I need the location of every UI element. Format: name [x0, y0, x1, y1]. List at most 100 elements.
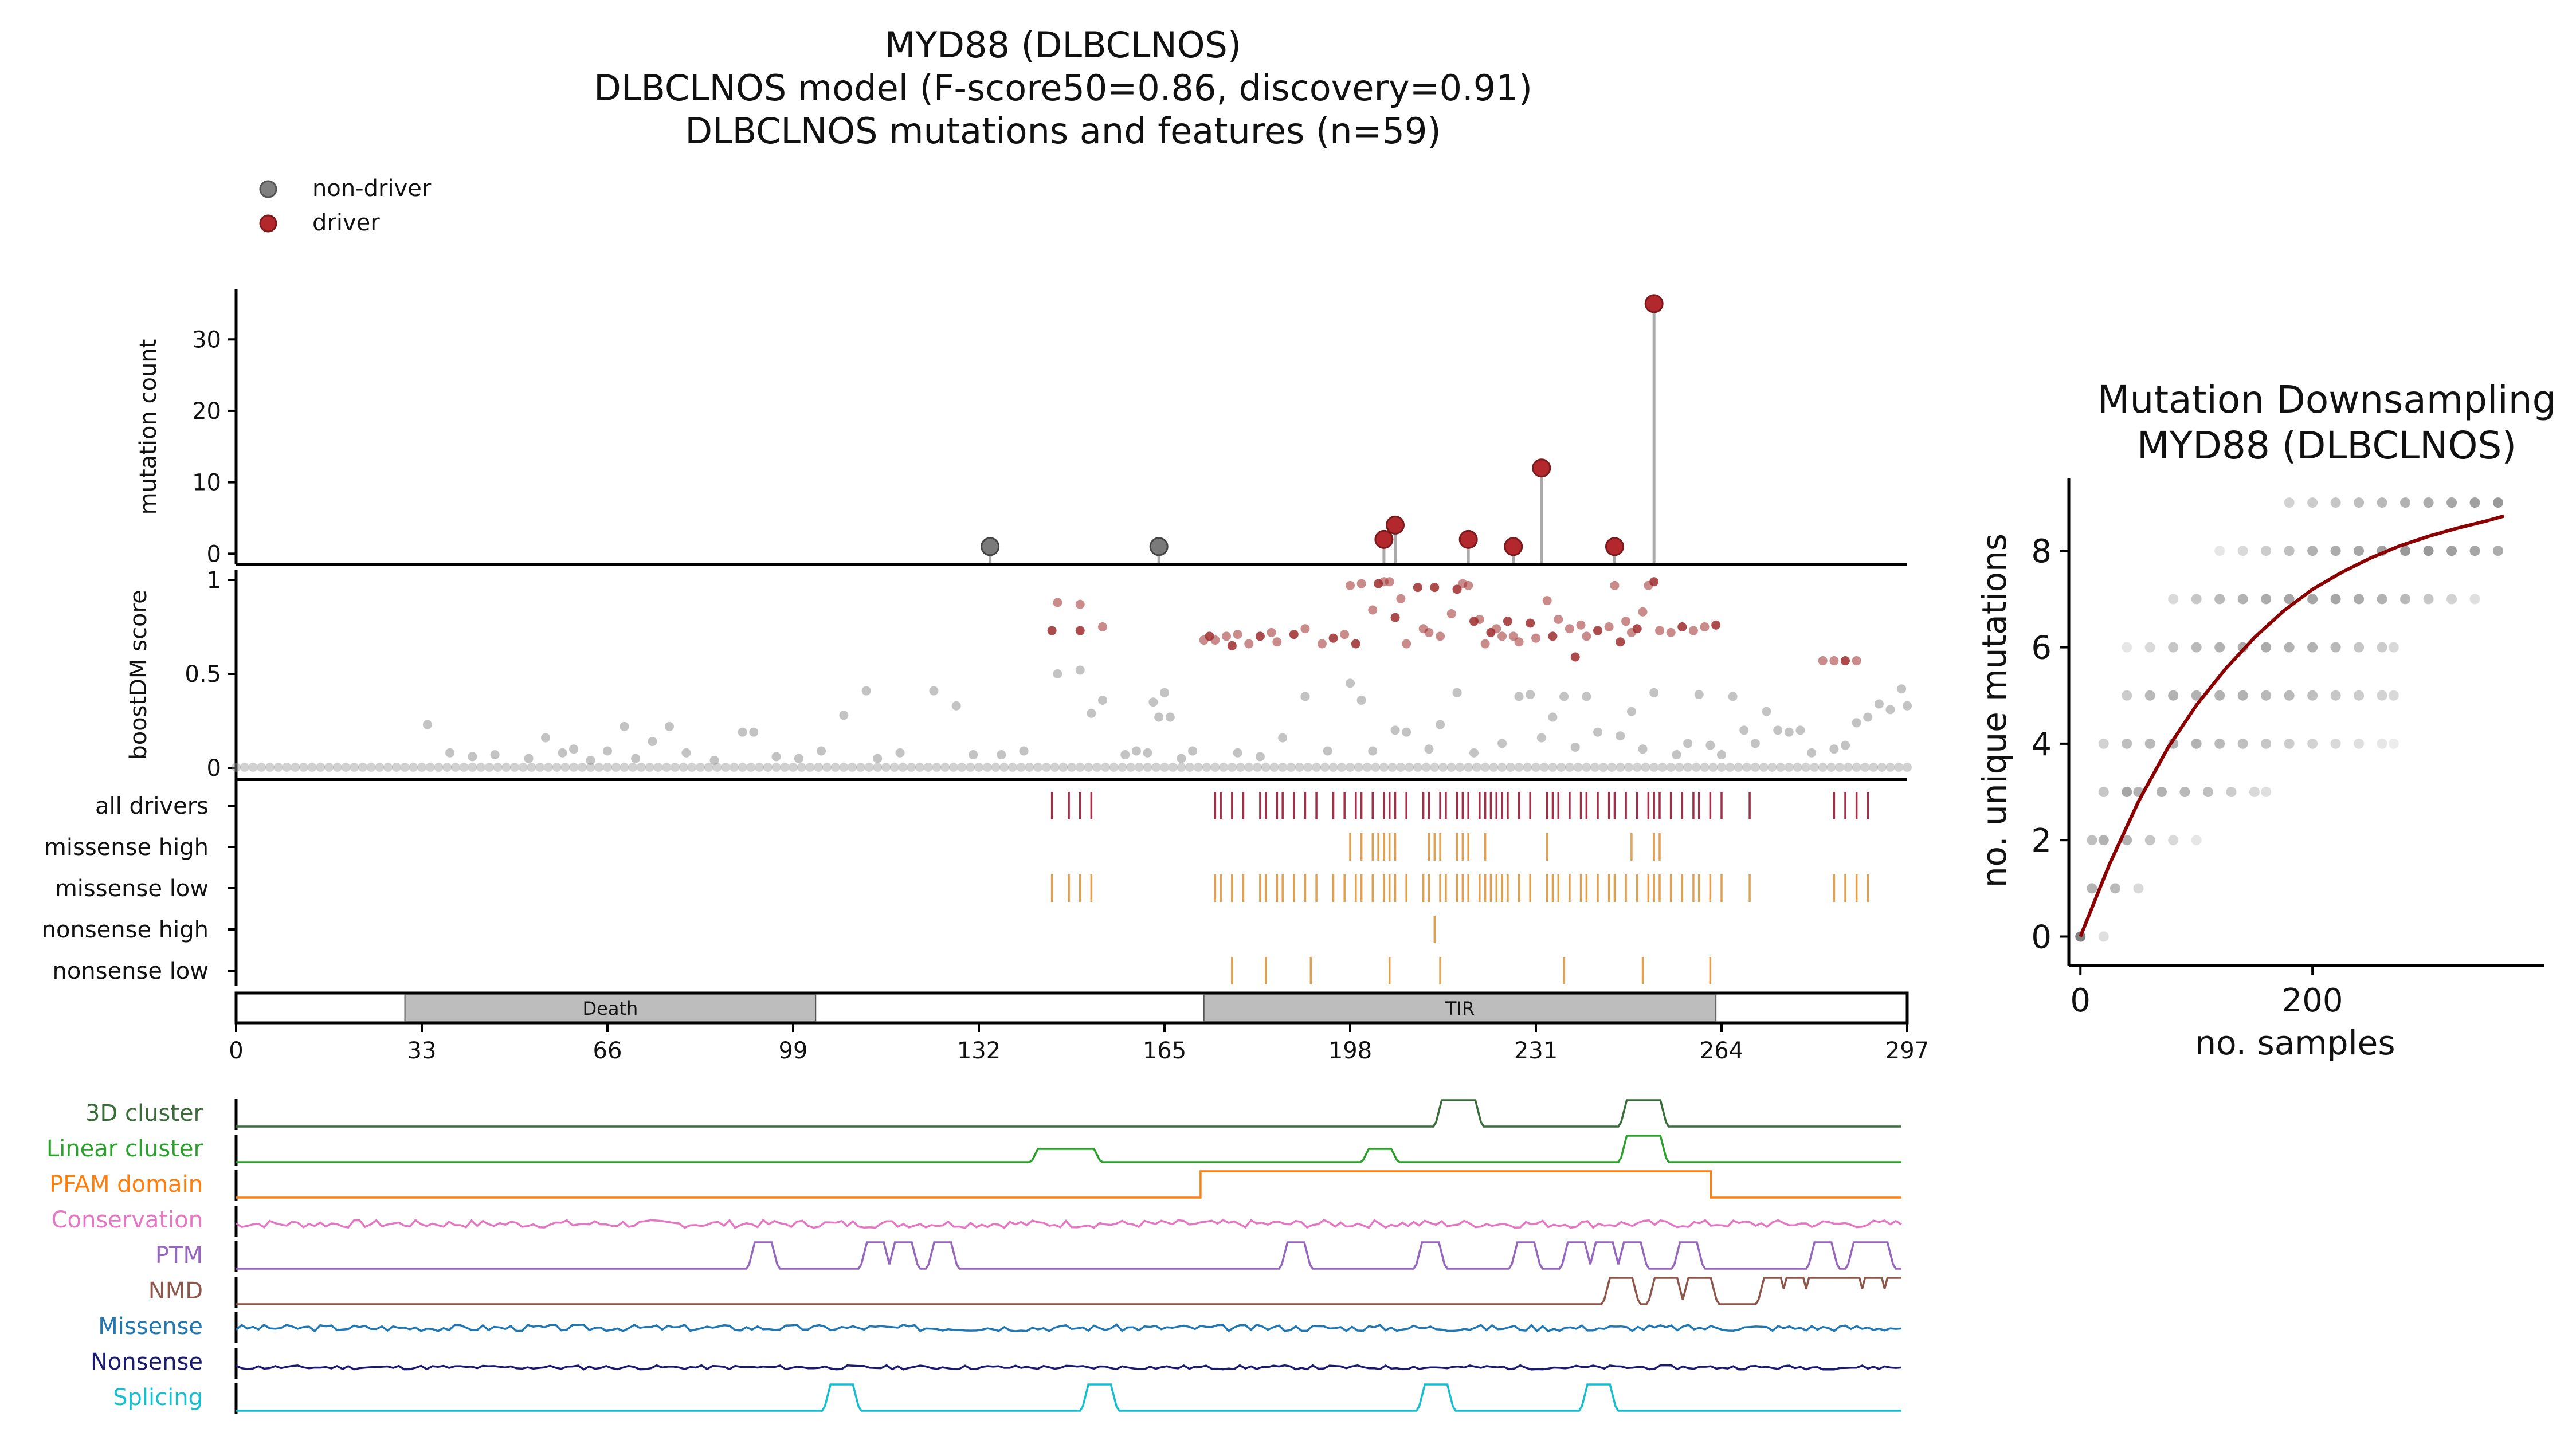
driver-point	[1504, 537, 1523, 556]
driver-score-point	[1688, 626, 1698, 635]
non-driver-score-point	[1210, 763, 1220, 772]
driver-score-point	[1396, 594, 1406, 603]
non-driver-score-point	[468, 752, 477, 762]
non-driver-score-point	[923, 763, 933, 772]
driver-score-point	[1244, 639, 1254, 649]
track-label: all drivers	[95, 793, 209, 819]
non-driver-score-point	[620, 763, 629, 772]
non-driver-score-point	[569, 744, 579, 754]
downsample-point	[2202, 787, 2213, 798]
non-driver-score-point	[1539, 763, 1549, 772]
non-driver-score-point	[1346, 678, 1355, 688]
non-driver-score-point	[1278, 733, 1288, 743]
non-driver-score-point	[1570, 742, 1580, 752]
downsample-point	[2469, 497, 2480, 508]
driver-score-point	[1300, 624, 1310, 634]
driver-score-point	[1047, 626, 1057, 635]
downsample-point	[2214, 594, 2225, 605]
main-title: MYD88 (DLBCLNOS) DLBCLNOS model (F-score…	[594, 24, 1532, 152]
non-driver-score-point	[265, 763, 275, 772]
non-driver-score-point	[232, 763, 241, 772]
non-driver-score-point	[1300, 692, 1310, 701]
downsample-point	[2261, 690, 2272, 701]
non-driver-score-point	[518, 763, 528, 772]
non-driver-score-point	[1894, 763, 1904, 772]
non-driver-score-point	[1188, 746, 1198, 756]
downsample-point	[2307, 594, 2318, 605]
non-driver-score-point	[1869, 763, 1879, 772]
non-driver-score-point	[1536, 733, 1546, 743]
non-driver-score-point	[665, 721, 674, 731]
driver-score-point	[1368, 605, 1378, 615]
non-driver-score-point	[1582, 763, 1591, 772]
non-driver-score-point	[848, 763, 857, 772]
non-driver-score-point	[375, 763, 385, 772]
driver-score-point	[1222, 631, 1231, 641]
downsample-point	[2330, 738, 2341, 749]
domain-box	[1203, 994, 1717, 1022]
x-tick-label: 231	[1514, 1038, 1558, 1064]
downsample-point	[2400, 594, 2411, 605]
non-driver-score-point	[1734, 763, 1743, 772]
driver-score-point	[1514, 637, 1524, 647]
non-driver-score-point	[501, 763, 511, 772]
feature-label: Conservation	[52, 1207, 203, 1233]
driver-score-point	[1554, 614, 1563, 624]
title-line-1: MYD88 (DLBCLNOS)	[885, 24, 1241, 66]
non-driver-score-point	[1877, 763, 1887, 772]
non-driver-score-point	[1160, 688, 1169, 697]
driver-score-point	[1328, 633, 1338, 643]
non-driver-score-point	[1776, 763, 1786, 772]
non-driver-score-point	[1860, 763, 1870, 772]
domain-label: Death	[583, 998, 638, 1019]
driver-score-point	[1632, 624, 1642, 634]
downsample-point	[2493, 546, 2504, 556]
feature-line	[235, 1323, 1902, 1333]
non-driver-score-point	[1346, 763, 1355, 772]
driver-point	[1644, 294, 1664, 313]
y-tick-label: 2	[2031, 822, 2052, 860]
driver-point	[1605, 537, 1624, 556]
non-driver-score-point	[1087, 708, 1096, 718]
y-tick-label: 30	[192, 327, 221, 353]
non-driver-score-point	[273, 763, 283, 772]
non-driver-score-point	[1725, 763, 1735, 772]
driver-score-point	[1317, 639, 1327, 649]
x-tick-label: 66	[593, 1038, 622, 1064]
non-driver-score-point	[535, 763, 545, 772]
y-tick-label: 10	[192, 470, 221, 496]
driver-point	[1374, 529, 1394, 549]
y-axis-label: no. unique mutations	[1975, 533, 2014, 888]
non-driver-score-point	[1649, 763, 1659, 772]
downsample-point	[2214, 642, 2225, 653]
non-driver-score-point	[350, 763, 359, 772]
track-label: missense low	[55, 876, 209, 902]
downsample-point	[2237, 546, 2248, 556]
downsample-point	[2446, 546, 2457, 556]
non-driver-score-point	[1795, 725, 1805, 735]
driver-score-point	[1841, 656, 1850, 666]
non-driver-score-point	[915, 763, 924, 772]
non-driver-score-point	[1582, 692, 1591, 701]
downsample-point	[2330, 690, 2341, 701]
downsample-point	[2330, 546, 2341, 556]
non-driver-score-point	[1233, 748, 1242, 758]
feature-label: NMD	[148, 1278, 203, 1304]
non-driver-score-point	[1472, 763, 1481, 772]
feature-line	[236, 1135, 1901, 1163]
non-driver-score-point	[1303, 763, 1313, 772]
feature-label: Missense	[98, 1313, 203, 1340]
downsample-point	[2423, 497, 2434, 508]
non-driver-score-point	[1750, 739, 1760, 748]
non-driver-score-point	[1728, 692, 1738, 701]
driver-score-point	[1346, 580, 1355, 590]
non-driver-score-point	[1261, 763, 1271, 772]
non-driver-score-point	[898, 763, 908, 772]
non-driver-score-point	[1874, 699, 1884, 709]
downsample-point	[2168, 835, 2179, 846]
non-driver-score-point	[1739, 725, 1749, 735]
driver-score-point	[1340, 630, 1350, 639]
non-driver-score-point	[1784, 763, 1794, 772]
non-driver-score-point	[1053, 669, 1062, 678]
